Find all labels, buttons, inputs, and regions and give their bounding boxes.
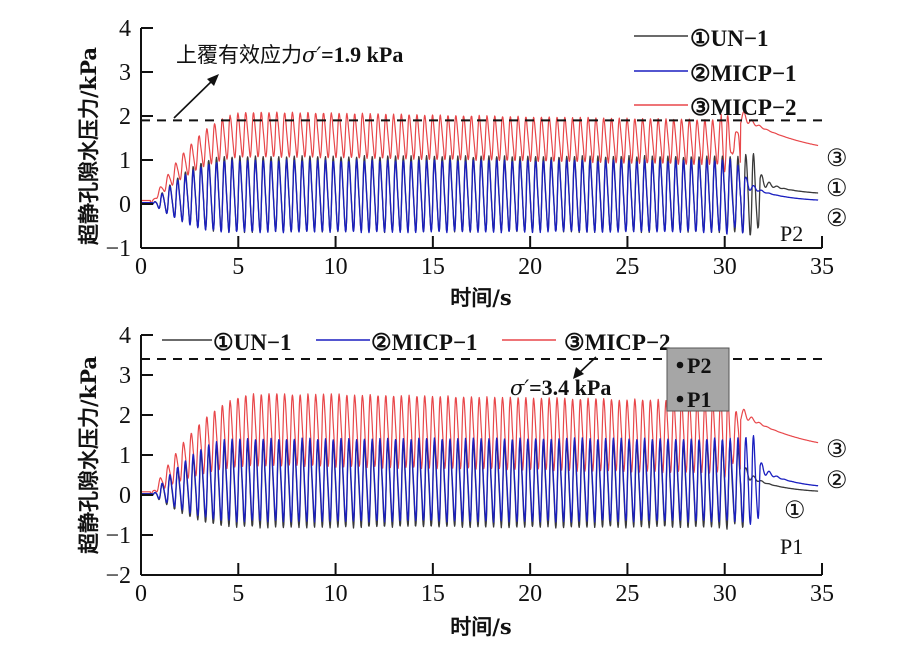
y-tick-label-p2: 0 (119, 192, 131, 218)
series-line-micp-1-p2 (140, 158, 819, 235)
y-tick-label-p1: −2 (105, 563, 131, 589)
sensor-dot-p2 (676, 361, 684, 369)
x-tick-label-p1: 10 (324, 581, 348, 607)
end-marker-micp1-p1: ② (826, 466, 848, 494)
x-tick-label-p1: 15 (421, 581, 445, 607)
legend-label-micp1: ②MICP−1 (690, 61, 797, 86)
inset-label-p2: P2 (687, 353, 711, 378)
x-axis-title-p2: 时间/s (450, 285, 512, 310)
y-tick-label-p1: 2 (119, 403, 131, 429)
sensor-dot-p1 (676, 395, 684, 403)
x-tick-label-p2: 30 (713, 254, 737, 280)
annotation-value: =1.9 kPa (321, 42, 403, 67)
end-marker-micp1-p2: ② (826, 204, 848, 232)
x-tick-label-p1: 5 (232, 581, 244, 607)
end-marker-un1-p2: ① (826, 174, 848, 202)
x-tick-label-p2: 35 (810, 254, 834, 280)
end-marker-micp2-p1: ③ (826, 435, 848, 463)
axes-p1 (140, 334, 823, 576)
series-group-p1 (140, 393, 819, 530)
x-tick-label-p2: 5 (232, 254, 244, 280)
y-tick-label-p1: 0 (119, 483, 131, 509)
legend-label-un1: ①UN−1 (690, 26, 768, 51)
legend-p2: ①UN−1 ②MICP−1 ③MICP−2 (634, 26, 797, 120)
x-tick-label-p2: 25 (615, 254, 639, 280)
x-tick-label-p2: 0 (135, 254, 147, 280)
x-tick-label-p1: 0 (135, 581, 147, 607)
panel-label-p2: P2 (780, 221, 803, 246)
annotation-value: =3.4 kPa (529, 375, 611, 400)
annotation-arrow-p1 (573, 356, 597, 379)
series-group-p2 (140, 111, 819, 236)
end-marker-un1-p1: ① (784, 496, 806, 524)
x-tick-label-p1: 30 (713, 581, 737, 607)
x-tick-label-p1: 20 (518, 581, 542, 607)
sensor-location-inset: P2 P1 (666, 347, 730, 412)
axes-p2 (140, 27, 823, 249)
legend-p1: ①UN−1 ②MICP−1 ③MICP−2 (162, 330, 671, 355)
legend-item-micp2: ③MICP−2 (502, 330, 671, 355)
x-tick-label-p2: 10 (324, 254, 348, 280)
y-tick-label-p2: 4 (119, 16, 131, 42)
legend-item-un1: ①UN−1 (162, 330, 291, 355)
y-tick-label-p1: 4 (119, 323, 131, 349)
panel-label-p1: P1 (780, 534, 803, 559)
tick-labels-p1: −2 −1 0 1 2 3 4 0 5 10 15 20 25 30 35 (105, 323, 834, 607)
legend-item-micp1: ②MICP−1 (316, 330, 478, 355)
annotation-sigma: σ′ (510, 376, 529, 400)
x-axis-title-p1: 时间/s (450, 614, 512, 639)
legend-item-micp1: ②MICP−1 (634, 61, 797, 86)
annotation-arrow-p2 (173, 74, 219, 119)
x-tick-label-p2: 15 (421, 254, 445, 280)
y-axis-title-p1: 超静孔隙水压力/kPa (76, 356, 101, 554)
annotation-sigma: σ′ (302, 43, 321, 67)
legend-item-micp2: ③MICP−2 (634, 95, 797, 120)
x-tick-label-p1: 25 (615, 581, 639, 607)
x-tick-label-p1: 35 (810, 581, 834, 607)
inset-label-p1: P1 (687, 387, 711, 412)
y-tick-label-p2: 2 (119, 104, 131, 130)
y-tick-label-p1: 3 (119, 363, 131, 389)
annotation-effective-stress-p1: σ′=3.4 kPa (510, 375, 611, 400)
y-tick-label-p1: −1 (105, 523, 131, 549)
x-tick-label-p2: 20 (518, 254, 542, 280)
chart-panel-p1: −2 −1 0 1 2 3 4 0 5 10 15 20 25 30 35 超静孔隙水压力/kPa 时间/s… (76, 323, 848, 639)
end-marker-micp2-p2: ③ (826, 144, 848, 172)
y-tick-label-p2: 1 (119, 148, 131, 174)
legend-label-micp2: ③MICP−2 (690, 95, 797, 120)
legend-label-un1: ①UN−1 (213, 330, 291, 355)
legend-label-micp1: ②MICP−1 (371, 330, 478, 355)
annotation-prefix: 上覆有效应力 (176, 43, 302, 67)
y-tick-label-p2: −1 (105, 236, 131, 262)
legend-item-un1: ①UN−1 (634, 26, 768, 51)
series-line-micp-1-p1 (140, 435, 819, 525)
annotation-effective-stress-p2: 上覆有效应力σ′=1.9 kPa (176, 42, 403, 67)
y-tick-label-p2: 3 (119, 60, 131, 86)
legend-label-micp2: ③MICP−2 (564, 330, 671, 355)
y-tick-label-p1: 1 (119, 443, 131, 469)
y-axis-title-p2: 超静孔隙水压力/kPa (76, 47, 101, 245)
